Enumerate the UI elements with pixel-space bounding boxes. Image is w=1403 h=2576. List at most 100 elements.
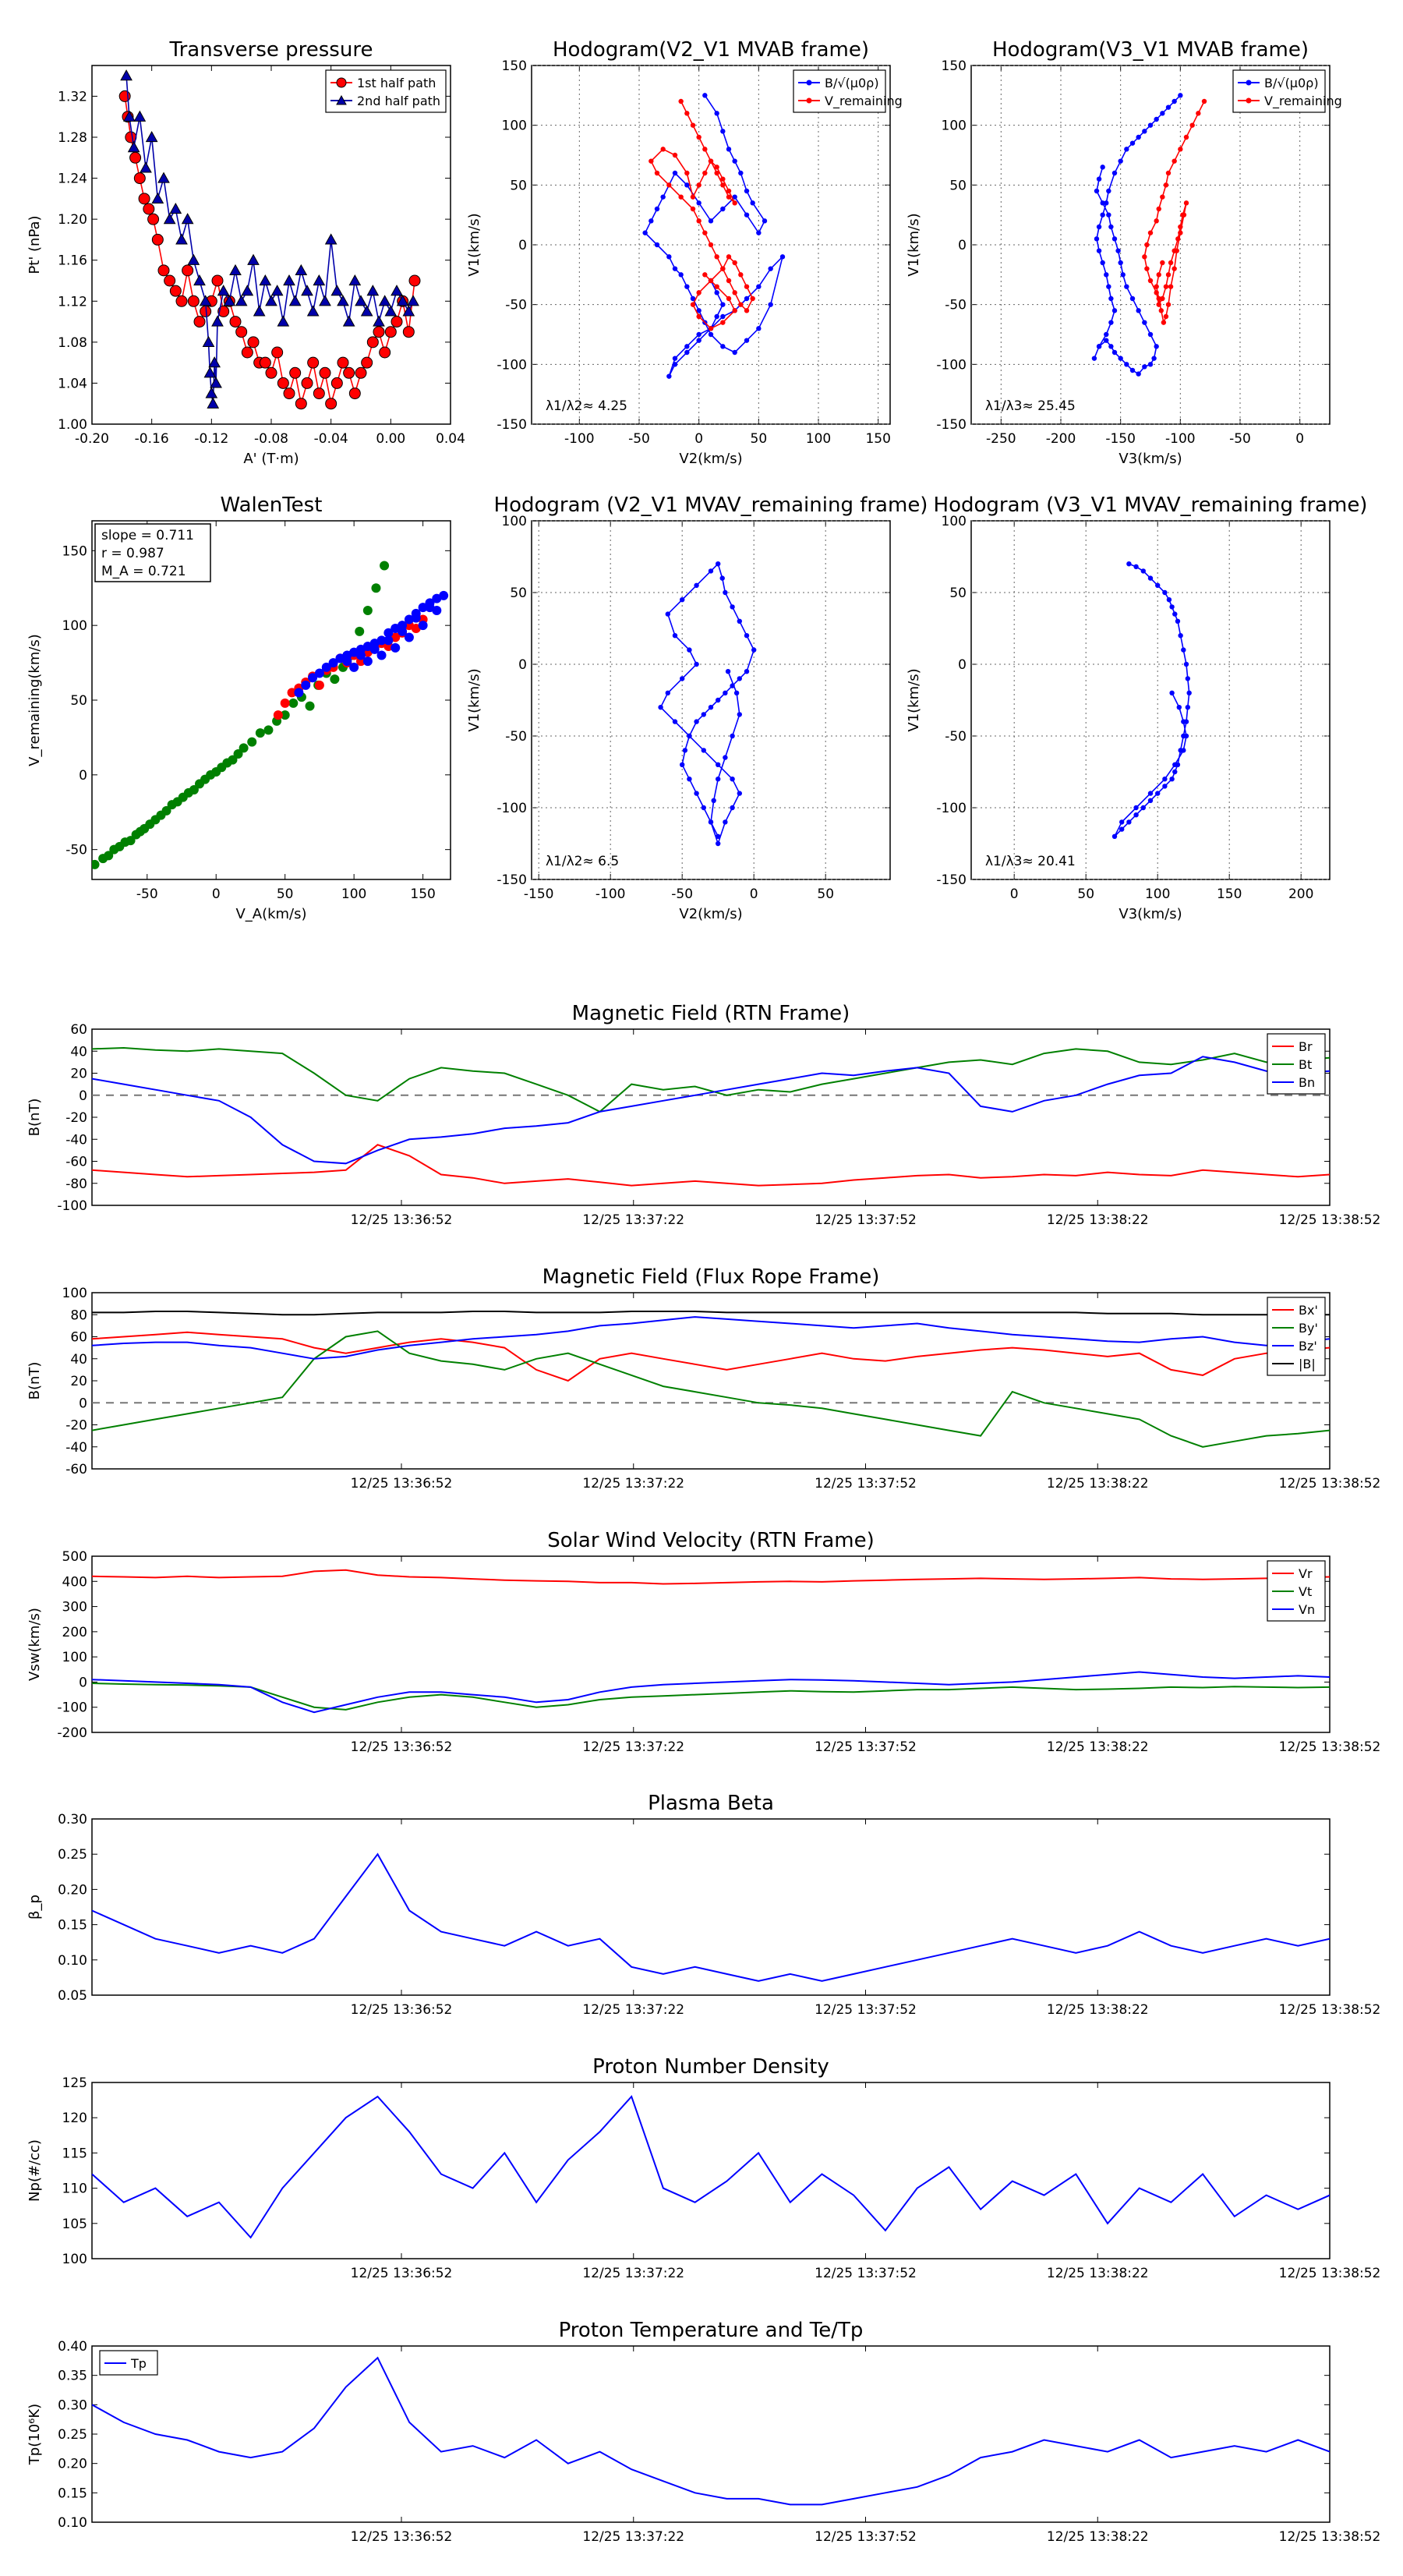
data-point [383, 628, 394, 638]
chart-title: Magnetic Field (RTN Frame) [572, 1002, 850, 1025]
x-tick-label: -0.08 [254, 431, 288, 447]
data-point [665, 690, 670, 695]
data-point [750, 295, 755, 302]
plot-frame [91, 1028, 1331, 1206]
x-tick-label: -200 [1046, 431, 1076, 447]
y-tick-label: 20 [70, 1374, 87, 1389]
legend-marker [806, 80, 812, 86]
data-point [259, 274, 272, 286]
data-point [744, 284, 750, 289]
data-point [384, 305, 398, 317]
data-point [1175, 618, 1181, 624]
data-point [762, 218, 768, 224]
data-point [1119, 826, 1125, 832]
data-point [307, 356, 320, 369]
x-tick-label: 12/25 13:37:52 [815, 2002, 917, 2018]
data-point [277, 377, 289, 389]
data-point [708, 819, 714, 825]
data-point [1120, 272, 1126, 278]
ratio-annotation: λ1/λ3≈ 20.41 [985, 854, 1076, 869]
data-point [690, 302, 696, 307]
data-point [1144, 266, 1150, 271]
data-point [680, 762, 685, 767]
data-point [779, 254, 786, 260]
data-point [343, 366, 355, 379]
x-axis-label: V3(km/s) [1119, 906, 1182, 922]
data-point [732, 158, 737, 164]
data-point [665, 611, 670, 617]
data-point [404, 632, 414, 642]
data-layer [92, 2095, 1330, 2239]
y-tick-label: 80 [70, 1307, 87, 1323]
data-point [714, 313, 719, 320]
y-tick-label: -200 [57, 1725, 87, 1741]
data-point [711, 798, 716, 803]
data-point [1136, 371, 1141, 377]
y-tick-label: 0.20 [58, 2457, 87, 2472]
y-tick-label: -60 [65, 1462, 87, 1477]
y-tick-label: 0.25 [58, 1847, 87, 1863]
data-point [701, 712, 706, 717]
x-tick-label: -50 [671, 886, 693, 902]
y-tick-label: 50 [949, 178, 967, 193]
series-line-3 [92, 1311, 1330, 1316]
y-tick-label: 0 [518, 238, 527, 253]
data-point [730, 604, 735, 610]
data-point [737, 618, 742, 624]
data-point [723, 589, 728, 596]
x-tick-label: 12/25 13:38:52 [1279, 1476, 1381, 1491]
data-point [1129, 140, 1136, 146]
y-tick-label: -150 [497, 872, 527, 888]
data-point [744, 669, 750, 674]
data-point [169, 202, 182, 214]
y-axis-label: V1(km/s) [906, 668, 922, 731]
data-point [1129, 295, 1136, 302]
data-layer [118, 69, 421, 410]
data-point [1091, 356, 1097, 361]
data-point [696, 182, 702, 188]
y-tick-label: 0 [79, 768, 87, 784]
data-point [391, 642, 401, 653]
data-point [360, 305, 373, 317]
data-point [1178, 633, 1183, 639]
data-point [1160, 260, 1165, 266]
y-tick-label: 50 [510, 586, 527, 601]
data-point [241, 285, 254, 296]
data-point [702, 272, 708, 278]
chart-title: WalenTest [221, 494, 323, 517]
data-point [193, 274, 206, 286]
data-point [708, 218, 714, 224]
data-point [92, 859, 100, 869]
x-tick-label: 50 [817, 886, 834, 902]
data-point [1183, 134, 1189, 140]
data-point [314, 668, 324, 678]
y-tick-label: 1.12 [58, 294, 87, 310]
x-tick-label: 12/25 13:36:52 [351, 2266, 453, 2281]
data-point [672, 266, 678, 271]
data-point [702, 147, 708, 152]
chart-title: Hodogram(V2_V1 MVAB frame) [553, 38, 869, 62]
data-point [1169, 777, 1175, 782]
data-point [714, 290, 719, 295]
data-point [1111, 308, 1118, 313]
data-point [696, 290, 702, 295]
data-point [1156, 295, 1161, 302]
data-point [378, 295, 391, 306]
data-point [658, 705, 663, 710]
x-tick-label: 12/25 13:38:22 [1047, 1739, 1149, 1755]
data-point [726, 147, 732, 152]
data-point [330, 674, 340, 685]
y-tick-label: -50 [505, 729, 527, 745]
data-point [716, 697, 721, 703]
data-point [726, 254, 732, 260]
data-point [1106, 212, 1111, 218]
data-point [1142, 364, 1147, 370]
data-point [349, 662, 359, 672]
y-tick-label: 1.32 [58, 89, 87, 104]
data-point [694, 661, 699, 667]
data-point [1174, 248, 1179, 253]
data-point [1154, 290, 1159, 295]
data-point [1172, 266, 1177, 271]
data-point [308, 673, 318, 683]
series-line-0 [92, 1331, 1330, 1382]
